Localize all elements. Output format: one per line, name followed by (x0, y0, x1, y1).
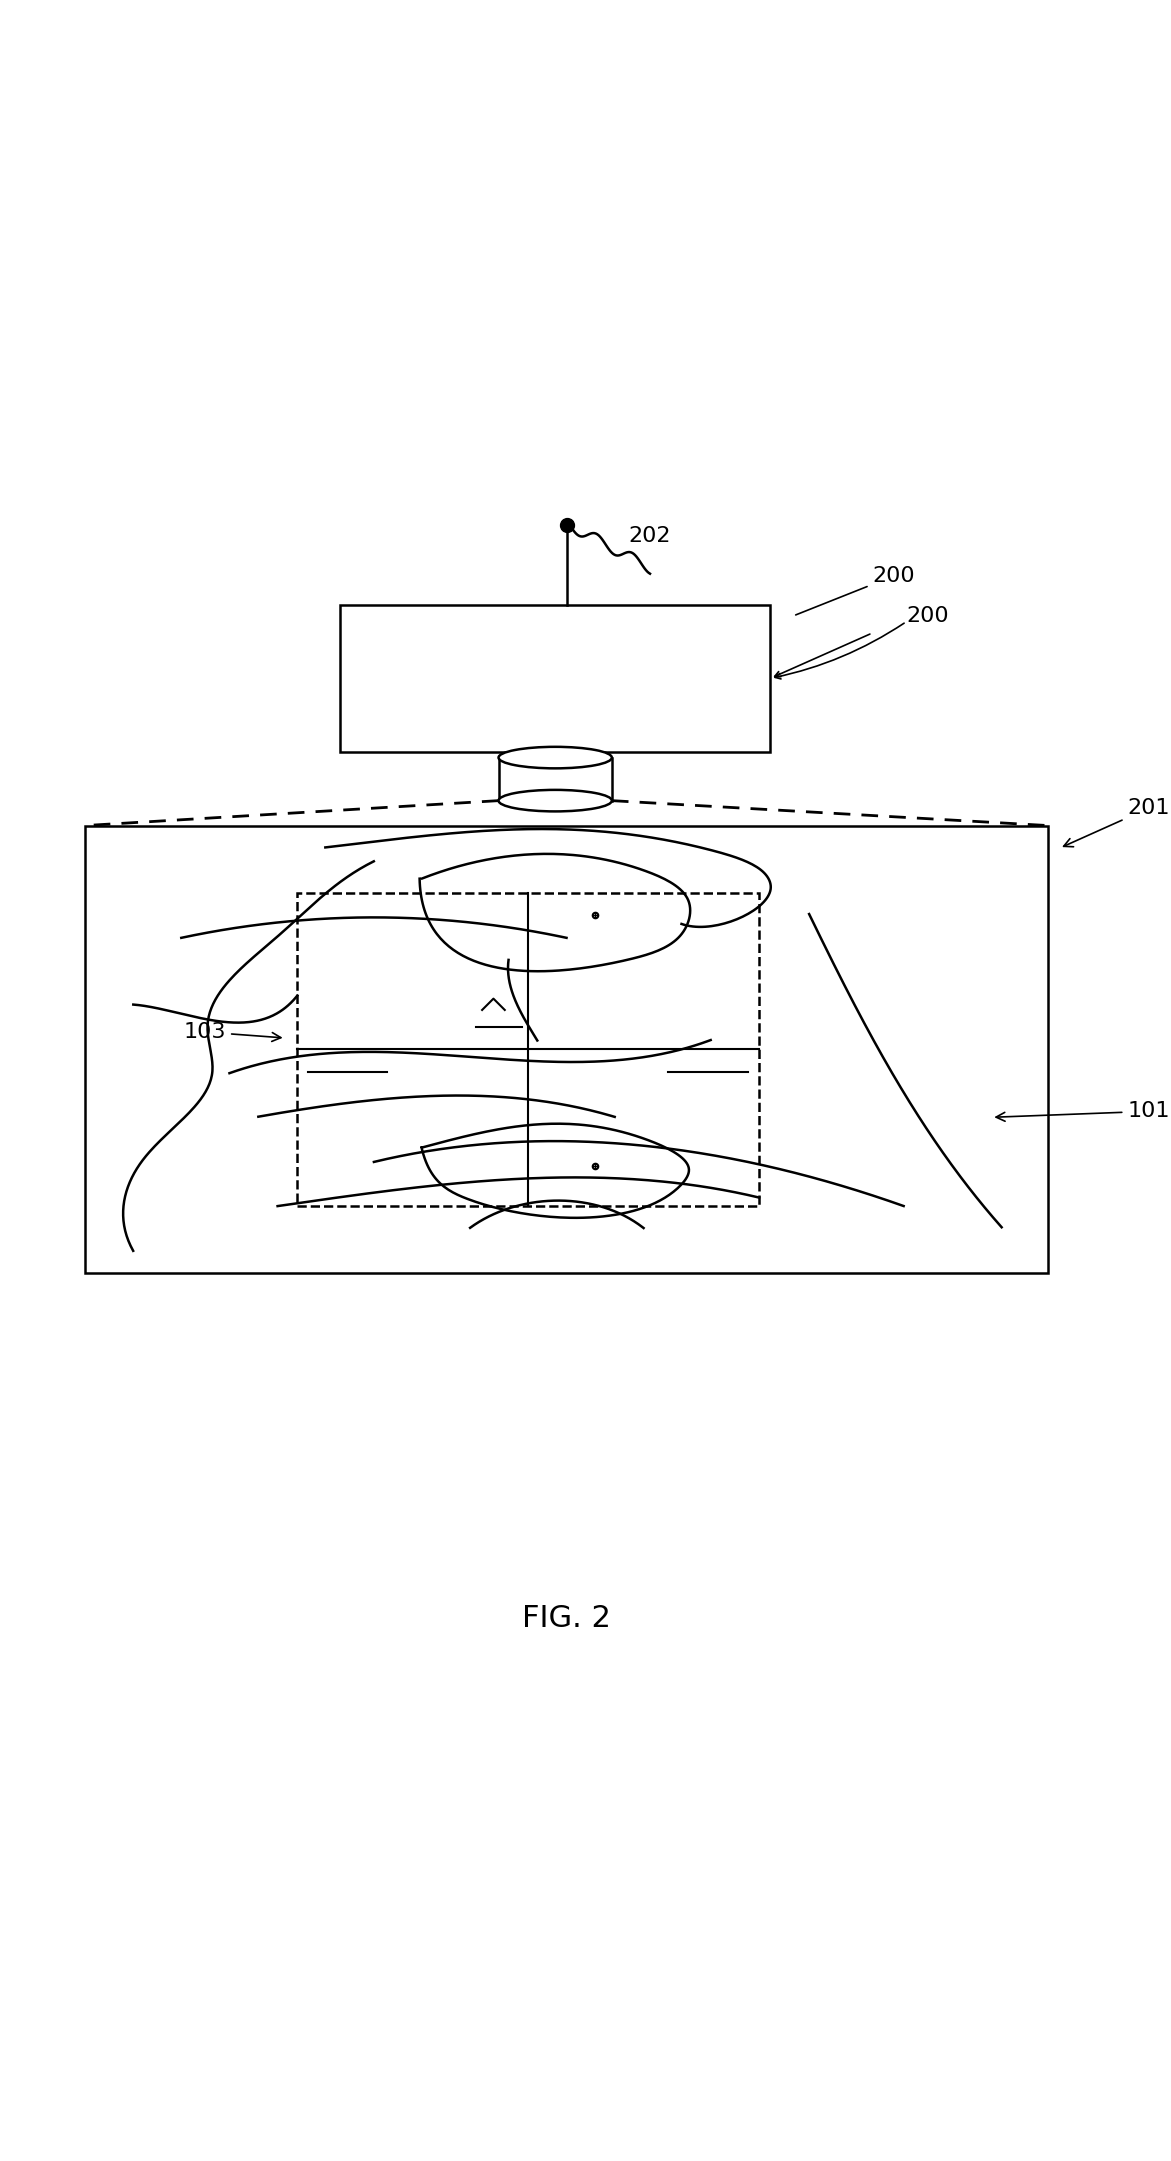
Text: 103: 103 (184, 1022, 281, 1042)
Text: 101: 101 (997, 1102, 1170, 1122)
Text: 202: 202 (629, 527, 671, 547)
Text: FIG. 2: FIG. 2 (522, 1603, 611, 1634)
Text: 200: 200 (796, 566, 915, 616)
Text: 201: 201 (1063, 797, 1170, 847)
Text: 200: 200 (906, 605, 949, 627)
FancyBboxPatch shape (499, 759, 611, 800)
Ellipse shape (499, 748, 611, 769)
Ellipse shape (499, 791, 611, 810)
FancyBboxPatch shape (340, 605, 771, 752)
FancyBboxPatch shape (85, 826, 1048, 1273)
